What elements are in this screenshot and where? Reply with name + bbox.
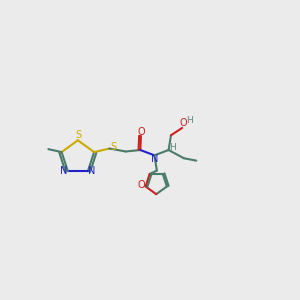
- Text: H: H: [169, 143, 175, 152]
- Text: O: O: [138, 127, 145, 137]
- Text: N: N: [152, 154, 159, 164]
- Text: S: S: [111, 142, 117, 152]
- Text: O: O: [138, 180, 145, 190]
- Text: O: O: [180, 118, 188, 128]
- Text: S: S: [75, 130, 82, 140]
- Text: N: N: [60, 166, 68, 176]
- Text: N: N: [88, 166, 95, 176]
- Text: H: H: [186, 116, 193, 125]
